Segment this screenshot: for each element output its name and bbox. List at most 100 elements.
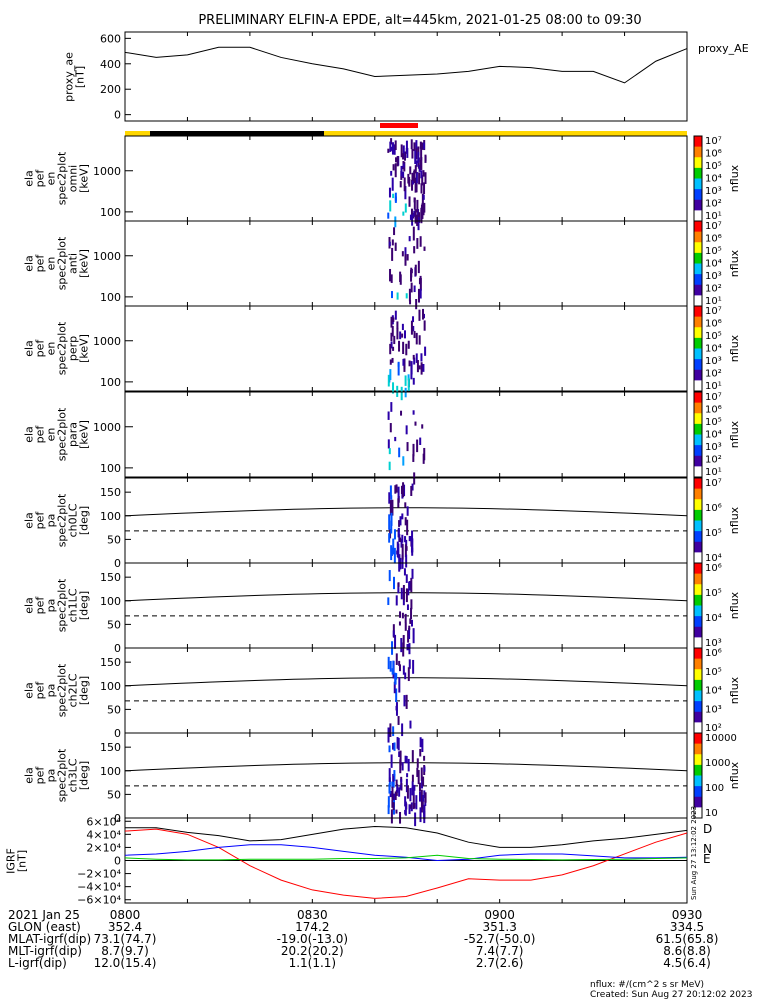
axis-label-line: [nT] <box>16 850 29 872</box>
spectrogram-cell <box>402 456 405 466</box>
spectrogram-cell <box>406 604 409 610</box>
spectrogram-cell <box>408 804 411 815</box>
axis-label-line: pef <box>34 596 47 615</box>
colorbar-segment <box>694 146 702 158</box>
spectrogram-cell <box>405 140 408 154</box>
spectrogram-cell <box>408 627 411 640</box>
axis-label-line: ela <box>23 340 36 357</box>
colorbar-segment <box>694 626 702 638</box>
spectrogram-cell <box>396 550 399 555</box>
footer-value: 1.1(1.1) <box>289 956 337 970</box>
spectrogram-cell <box>413 197 416 203</box>
colorbar-5: 10⁶ 10⁵ 10⁴ 10³ nflux <box>693 562 741 649</box>
colorbar-segment <box>694 252 702 264</box>
spectrogram-cell <box>399 611 402 618</box>
y-tick-label: 2×10⁴ <box>86 841 121 854</box>
spectrogram-cell <box>400 144 403 158</box>
spectrogram-cell <box>402 163 405 168</box>
spectrogram-cell <box>407 374 410 381</box>
spectrogram-cell <box>413 197 416 210</box>
night-bar <box>150 131 324 136</box>
y-tick-label: 150 <box>100 571 121 584</box>
spectrogram-cell <box>410 804 413 809</box>
footer-value: 8.7(9.7) <box>101 944 149 958</box>
spectrogram-cell <box>411 774 414 782</box>
spectrogram-cell <box>405 694 408 709</box>
spectrogram-cell <box>414 211 417 218</box>
spectrogram-cell <box>397 582 400 594</box>
spectrogram-cell <box>409 618 412 624</box>
spectrogram-cell <box>393 773 396 782</box>
spectrogram-cell <box>404 151 407 161</box>
spectrogram-cell <box>398 520 401 527</box>
spectrogram-cell <box>392 346 395 351</box>
spectrogram-cell <box>421 778 424 789</box>
footer-value: 2.7(2.6) <box>476 956 524 970</box>
footer-value: -52.7(-50.0) <box>464 932 535 946</box>
colorbar-segment <box>694 392 702 404</box>
spectrogram-cell <box>408 625 411 631</box>
spectrogram-cell <box>400 485 403 495</box>
igrf-series-total <box>125 825 688 848</box>
spectrogram-cell <box>387 805 390 815</box>
colorbar-tick-label: 1000 <box>705 758 730 769</box>
spectrogram-cell <box>415 148 418 160</box>
spectrogram-cell <box>413 784 416 791</box>
spectrogram-cell <box>422 776 425 787</box>
y-tick-label: 50 <box>107 703 121 716</box>
spectrogram-cell <box>405 343 408 356</box>
colorbar-tick-label: 10¹ <box>705 467 722 478</box>
spectrogram-cell <box>392 802 395 811</box>
colorbar-tick-label: 10⁶ <box>705 149 722 160</box>
colorbar-tick-label: 10³ <box>705 704 722 715</box>
spectrogram-cell <box>409 166 412 175</box>
colorbar-6: 10⁶ 10⁵ 10⁴ 10³ 10² nflux <box>693 647 741 734</box>
axis-label-line: [nT] <box>74 66 87 88</box>
spectrogram-cell <box>419 791 422 802</box>
colorbar-segment <box>694 584 702 596</box>
footer-value: 12.0(15.4) <box>94 956 157 970</box>
colorbar-segment <box>694 488 702 500</box>
y-tick-label: 100 <box>100 595 121 608</box>
spectrogram-cell <box>396 327 399 340</box>
day-bar <box>324 131 687 136</box>
spectrogram-cell <box>404 755 407 763</box>
spectrogram-cell <box>423 142 426 150</box>
colorbar-label: nflux <box>728 164 741 192</box>
colorbar-tick-label: 10² <box>705 455 722 466</box>
y-tick-label: 6×10⁴ <box>86 815 121 828</box>
spectrogram-cell <box>402 341 405 355</box>
footer-value: 174.2 <box>295 920 329 934</box>
footer-row-label: MLT-igrf(dip) <box>8 944 82 958</box>
colorbar-tick-label: 10⁶ <box>705 319 722 330</box>
colorbar-segment <box>694 605 702 617</box>
y-tick-label: 100 <box>100 680 121 693</box>
spectrogram-cell <box>390 545 393 561</box>
colorbar-tick-label: 10⁵ <box>705 667 722 678</box>
colorbar-segment <box>694 679 702 691</box>
spectrogram-cell <box>407 377 410 391</box>
colorbar-label: nflux <box>728 249 741 277</box>
spectrogram-cell <box>388 514 391 530</box>
spectrogram-cell <box>405 147 408 153</box>
colorbar-segment <box>694 231 702 243</box>
spectrogram-cell <box>389 268 392 282</box>
spectrogram-cell <box>394 140 397 151</box>
axis-label-line: pef <box>34 254 47 273</box>
colorbar-tick-label: 10⁶ <box>705 503 722 514</box>
spectrogram-cell <box>413 802 416 809</box>
axis-label-line: en <box>45 428 58 442</box>
colorbar-segment <box>694 167 702 179</box>
spectrogram-cell <box>414 421 417 426</box>
colorbar-label: nflux <box>728 334 741 362</box>
spectrogram-cell <box>420 170 423 179</box>
spectrogram-cell <box>422 170 425 177</box>
colorbar-tick-label: 10² <box>705 284 722 295</box>
spectrogram-cell <box>416 758 419 768</box>
colorbar-segment <box>694 701 702 713</box>
colorbar-4: 10⁷ 10⁶ 10⁵ 10⁴ nflux <box>693 477 741 564</box>
footer-value: 7.4(7.7) <box>476 944 524 958</box>
colorbar-segment <box>694 541 702 553</box>
colorbar-segment <box>694 616 702 628</box>
spectrogram-cell <box>393 742 396 751</box>
